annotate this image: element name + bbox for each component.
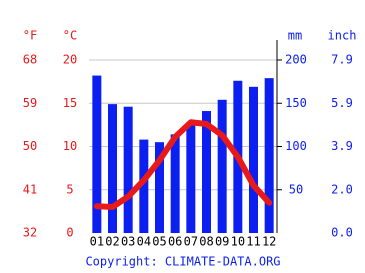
inch-axis-label: inch xyxy=(328,29,357,43)
bar xyxy=(264,78,274,233)
bar xyxy=(170,134,180,233)
x-tick-label: 09 xyxy=(215,235,229,249)
c-tick-label: 15 xyxy=(63,96,77,110)
x-tick-label: 08 xyxy=(199,235,213,249)
f-axis-label: °F xyxy=(23,29,37,43)
x-tick-label: 04 xyxy=(137,235,151,249)
bar xyxy=(202,111,211,233)
mm-axis-label: mm xyxy=(288,29,302,43)
c-tick-label: 20 xyxy=(63,53,77,67)
x-tick-label: 12 xyxy=(262,235,276,249)
f-tick-label: 68 xyxy=(23,53,37,67)
mm-tick-label: 150 xyxy=(285,96,307,110)
f-tick-label: 41 xyxy=(23,182,37,196)
c-tick-label: 10 xyxy=(63,139,77,153)
c-tick-label: 0 xyxy=(66,226,73,240)
inch-tick-label: 5.9 xyxy=(331,96,353,110)
bar xyxy=(123,106,133,233)
bar xyxy=(217,99,227,233)
mm-tick-label: 100 xyxy=(285,139,307,153)
x-tick-label: 10 xyxy=(231,235,245,249)
c-axis-label: °C xyxy=(63,29,77,43)
x-tick-label: 07 xyxy=(184,235,198,249)
copyright: Copyright: CLIMATE-DATA.ORG xyxy=(85,255,280,269)
bar xyxy=(249,86,258,233)
f-tick-label: 59 xyxy=(23,96,37,110)
x-tick-label: 02 xyxy=(105,235,119,249)
inch-tick-label: 0.0 xyxy=(331,226,353,240)
bar xyxy=(155,142,164,233)
c-tick-label: 5 xyxy=(66,182,73,196)
inch-tick-label: 7.9 xyxy=(331,53,353,67)
x-tick-label: 01 xyxy=(90,235,104,249)
x-tick-label: 06 xyxy=(168,235,182,249)
x-tick-label: 11 xyxy=(246,235,260,249)
inch-tick-label: 3.9 xyxy=(331,139,353,153)
f-tick-label: 32 xyxy=(23,226,37,240)
temperature-line xyxy=(93,119,273,211)
bar xyxy=(186,122,196,233)
mm-tick-label: 50 xyxy=(289,182,303,196)
bar xyxy=(108,104,117,234)
f-tick-label: 50 xyxy=(23,139,37,153)
mm-tick-label: 200 xyxy=(285,53,307,67)
bar xyxy=(92,75,102,233)
x-tick-label: 03 xyxy=(121,235,135,249)
inch-tick-label: 2.0 xyxy=(331,182,353,196)
x-tick-label: 05 xyxy=(152,235,166,249)
bar xyxy=(139,139,149,233)
